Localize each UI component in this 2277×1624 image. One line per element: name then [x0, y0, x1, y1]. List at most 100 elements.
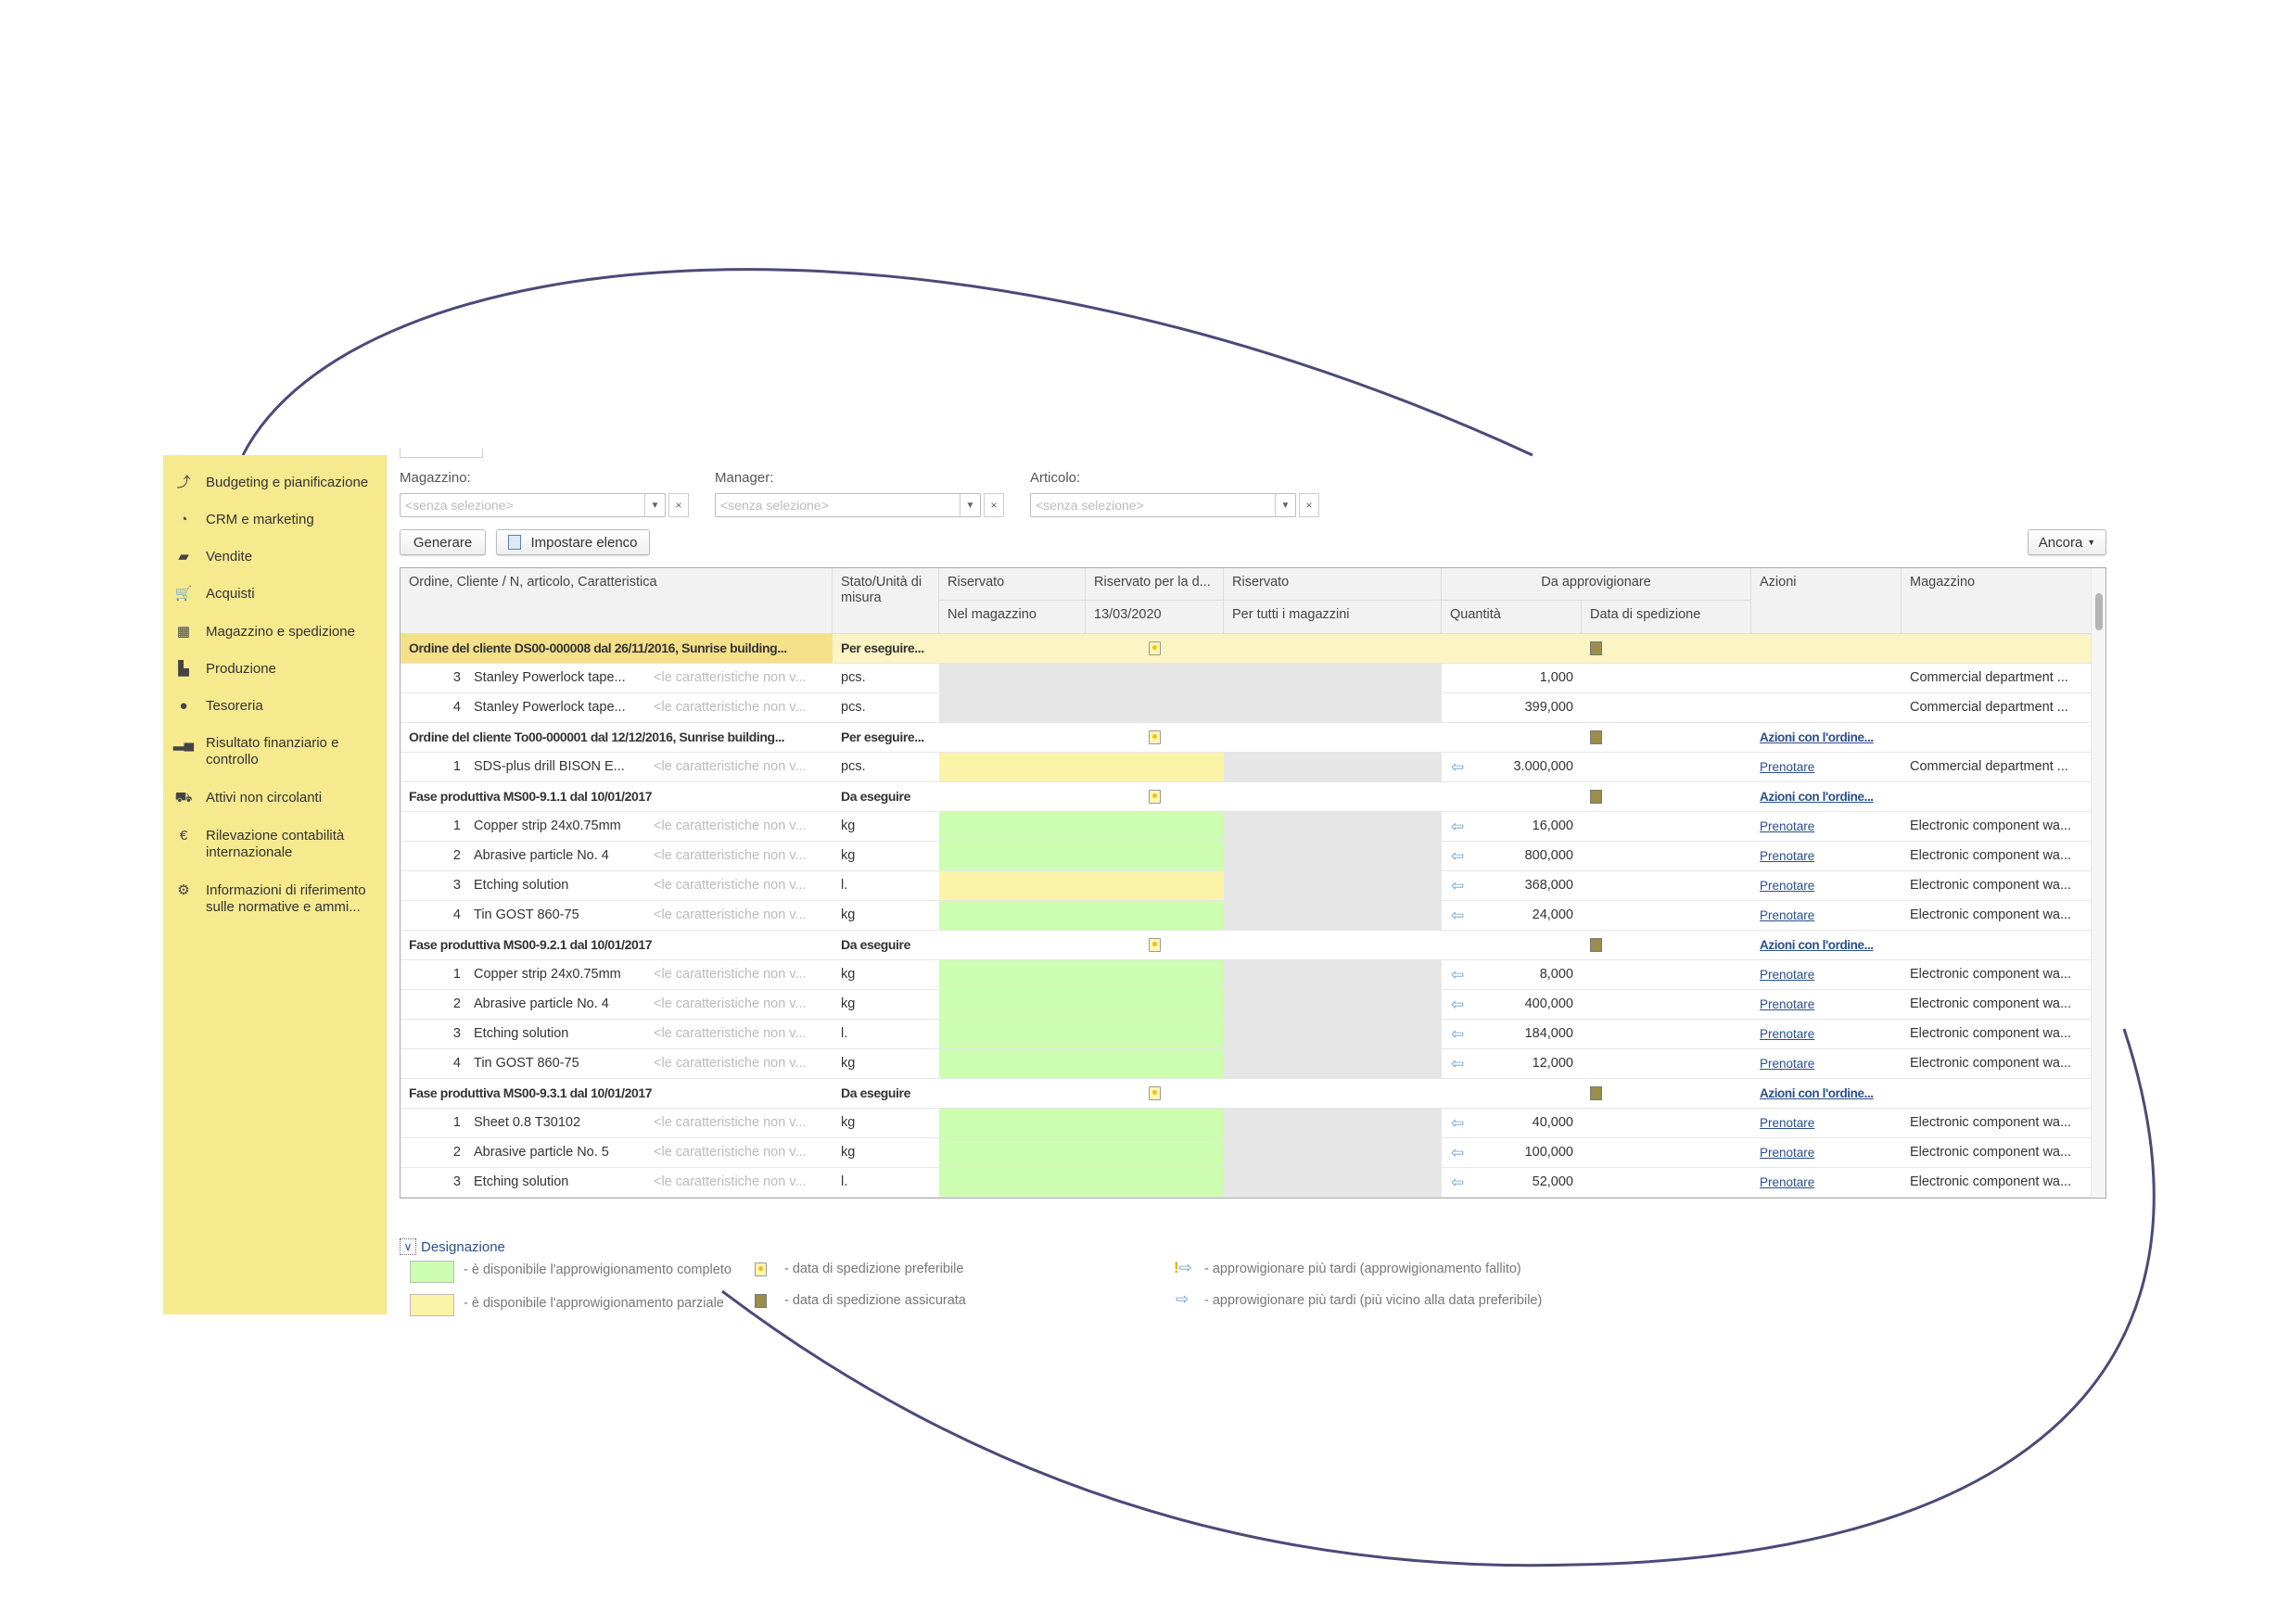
- chevron-down-icon[interactable]: ▼: [1275, 494, 1295, 516]
- reserve-link[interactable]: Prenotare: [1760, 849, 1815, 863]
- reserve-link[interactable]: Prenotare: [1760, 1057, 1815, 1071]
- supply-later-icon[interactable]: ⇦: [1451, 877, 1465, 894]
- reserve-link[interactable]: Prenotare: [1760, 819, 1815, 833]
- set-list-button[interactable]: Impostare elenco: [496, 529, 650, 555]
- order-actions-link[interactable]: Azioni con l'ordine...: [1760, 790, 1874, 804]
- clear-icon[interactable]: ×: [668, 493, 689, 517]
- preferred-date-icon[interactable]: [1149, 730, 1161, 744]
- col-to-supply[interactable]: Da approvigionare: [1442, 568, 1751, 601]
- table-row[interactable]: 1 SDS-plus drill BISON E... <le caratteris…: [401, 753, 2093, 782]
- table-row[interactable]: 3 Etching solution <le caratteristiche non…: [401, 1020, 2093, 1049]
- preferred-date-icon[interactable]: [1149, 1086, 1161, 1100]
- supply-later-icon[interactable]: ⇦: [1451, 1144, 1465, 1161]
- order-actions-link[interactable]: Azioni con l'ordine...: [1760, 730, 1874, 744]
- col-all-warehouses[interactable]: Per tutti i magazzini: [1224, 601, 1442, 634]
- col-actions[interactable]: Azioni: [1751, 568, 1902, 634]
- reserve-link[interactable]: Prenotare: [1760, 908, 1815, 922]
- sidebar-item[interactable]: € Rilevazione contabilità internazionale: [163, 828, 387, 861]
- clear-icon[interactable]: ×: [984, 493, 1004, 517]
- sidebar-item[interactable]: ⛟ Attivi non circolanti: [163, 790, 387, 806]
- reserve-link[interactable]: Prenotare: [1760, 968, 1815, 982]
- magazzino-select[interactable]: <senza selezione> ▼ ×: [400, 493, 689, 517]
- order-actions-link[interactable]: Azioni con l'ordine...: [1760, 1086, 1874, 1100]
- group-row[interactable]: Ordine del cliente DS00-000008 dal 26/11…: [401, 634, 2093, 664]
- sidebar-item[interactable]: ◔ CRM e marketing: [163, 512, 387, 528]
- sidebar-item[interactable]: ⤴ Budgeting e pianificazione: [163, 475, 387, 491]
- reserve-link[interactable]: Prenotare: [1760, 760, 1815, 774]
- supply-later-icon[interactable]: ⇦: [1451, 758, 1465, 776]
- col-order[interactable]: Ordine, Cliente / N, articolo, Caratteri…: [401, 568, 833, 634]
- supply-later-icon[interactable]: ⇦: [1451, 907, 1465, 924]
- chevron-down-icon[interactable]: ▼: [644, 494, 665, 516]
- reserve-link[interactable]: Prenotare: [1760, 997, 1815, 1011]
- sidebar-item[interactable]: ▙ Produzione: [163, 661, 387, 678]
- sidebar-item[interactable]: ▰ Vendite: [163, 549, 387, 565]
- sidebar-item[interactable]: ▂▄ Risultato finanziario e controllo: [163, 735, 387, 768]
- assured-date-icon[interactable]: [1590, 938, 1602, 952]
- col-date[interactable]: 13/03/2020: [1086, 601, 1224, 634]
- supply-later-icon[interactable]: ⇦: [1451, 1055, 1465, 1072]
- assured-date-icon[interactable]: [1590, 1086, 1602, 1100]
- supply-later-icon[interactable]: ⇦: [1451, 996, 1465, 1013]
- table-row[interactable]: 2 Abrasive particle No. 5 <le caratteristi…: [401, 1138, 2093, 1168]
- vertical-scrollbar[interactable]: [2091, 568, 2105, 1198]
- col-reserved-date[interactable]: Riservato per la d...: [1086, 568, 1224, 601]
- chevron-down-icon[interactable]: ▼: [960, 494, 980, 516]
- group-row[interactable]: Fase produttiva MS00-9.2.1 dal 10/01/201…: [401, 931, 2093, 960]
- table-row[interactable]: 1 Sheet 0.8 T30102 <le caratteristiche non…: [401, 1109, 2093, 1138]
- assured-date-icon[interactable]: [1590, 730, 1602, 744]
- sidebar-item[interactable]: ⚙ Informazioni di riferimento sulle norma…: [163, 882, 387, 916]
- preferred-date-icon[interactable]: [1149, 790, 1161, 804]
- supply-later-icon[interactable]: ⇦: [1451, 1025, 1465, 1043]
- manager-select[interactable]: <senza selezione> ▼ ×: [715, 493, 1004, 517]
- scrollbar-thumb[interactable]: [2095, 593, 2103, 630]
- col-in-warehouse[interactable]: Nel magazzino: [939, 601, 1086, 634]
- table-row[interactable]: 4 Tin GOST 860-75 <le caratteristiche non …: [401, 901, 2093, 931]
- more-button[interactable]: Ancora ▼: [2028, 529, 2106, 555]
- col-ship-date[interactable]: Data di spedizione: [1582, 601, 1751, 634]
- reserved-in-warehouse: [939, 1138, 1086, 1167]
- table-row[interactable]: 2 Abrasive particle No. 4 <le caratteristi…: [401, 842, 2093, 871]
- col-status[interactable]: Stato/Unità di misura: [833, 568, 939, 634]
- generate-button[interactable]: Generare: [400, 529, 486, 555]
- col-reserved[interactable]: Riservato: [939, 568, 1086, 601]
- table-row[interactable]: 3 Etching solution <le caratteristiche non…: [401, 1168, 2093, 1198]
- assured-date-icon[interactable]: [1590, 641, 1602, 655]
- order-actions-link[interactable]: Azioni con l'ordine...: [1760, 938, 1874, 952]
- reserve-link[interactable]: Prenotare: [1760, 879, 1815, 893]
- group-row[interactable]: Fase produttiva MS00-9.1.1 dal 10/01/201…: [401, 782, 2093, 812]
- assured-date-icon[interactable]: [1590, 790, 1602, 804]
- col-warehouse[interactable]: Magazzino: [1902, 568, 2093, 634]
- supply-later-icon[interactable]: ⇦: [1451, 847, 1465, 865]
- articolo-select[interactable]: <senza selezione> ▼ ×: [1030, 493, 1319, 517]
- table-row[interactable]: 1 Copper strip 24x0.75mm <le caratteristic…: [401, 960, 2093, 990]
- supply-later-icon[interactable]: ⇦: [1451, 818, 1465, 835]
- reserve-link[interactable]: Prenotare: [1760, 1175, 1815, 1189]
- table-row[interactable]: 1 Copper strip 24x0.75mm <le caratteristic…: [401, 812, 2093, 842]
- col-quantity[interactable]: Quantità: [1442, 601, 1582, 634]
- sidebar-item[interactable]: ▦ Magazzino e spedizione: [163, 624, 387, 641]
- item-name: Tin GOST 860-75: [474, 1056, 579, 1071]
- supply-later-icon[interactable]: ⇦: [1451, 1114, 1465, 1132]
- clear-icon[interactable]: ×: [1299, 493, 1319, 517]
- col-reserved-all[interactable]: Riservato: [1224, 568, 1442, 601]
- sidebar-item[interactable]: 🛒 Acquisti: [163, 586, 387, 603]
- preferred-date-icon[interactable]: [1149, 938, 1161, 952]
- supply-later-icon[interactable]: ⇦: [1451, 1174, 1465, 1191]
- item-warehouse: Electronic component wa...: [1910, 907, 2072, 922]
- supply-later-icon[interactable]: ⇦: [1451, 966, 1465, 983]
- table-row[interactable]: 4 Stanley Powerlock tape... <le caratteris…: [401, 693, 2093, 723]
- group-row[interactable]: Ordine del cliente To00-000001 dal 12/12…: [401, 723, 2093, 753]
- preferred-date-icon[interactable]: [1149, 641, 1161, 655]
- table-row[interactable]: 2 Abrasive particle No. 4 <le caratteristi…: [401, 990, 2093, 1020]
- reserve-link[interactable]: Prenotare: [1760, 1027, 1815, 1041]
- reserve-link[interactable]: Prenotare: [1760, 1116, 1815, 1130]
- reserve-link[interactable]: Prenotare: [1760, 1146, 1815, 1160]
- sidebar-item[interactable]: ● Tesoreria: [163, 698, 387, 715]
- table-row[interactable]: 3 Etching solution <le caratteristiche non…: [401, 871, 2093, 901]
- group-row[interactable]: Fase produttiva MS00-9.3.1 dal 10/01/201…: [401, 1079, 2093, 1109]
- table-row[interactable]: 4 Tin GOST 860-75 <le caratteristiche non …: [401, 1049, 2093, 1079]
- item-number: 1: [452, 818, 461, 833]
- legend-toggle[interactable]: ∨ Designazione: [400, 1238, 505, 1255]
- table-row[interactable]: 3 Stanley Powerlock tape... <le caratteris…: [401, 664, 2093, 693]
